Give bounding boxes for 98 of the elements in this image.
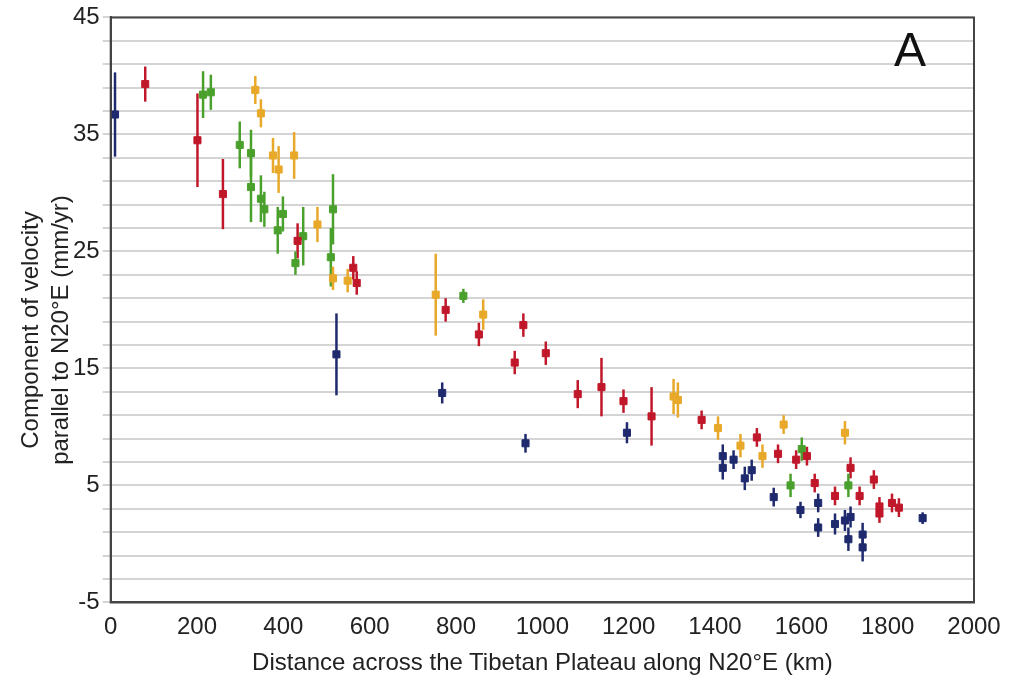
point: [830, 491, 840, 500]
point: [792, 455, 801, 464]
x-tick-label: 0: [104, 612, 118, 640]
point: [328, 274, 338, 283]
point: [256, 194, 265, 203]
point: [647, 412, 656, 421]
point: [673, 395, 682, 405]
point: [773, 449, 783, 458]
point: [291, 259, 300, 268]
point: [431, 290, 440, 299]
point: [218, 190, 227, 199]
point: [855, 491, 864, 500]
y-tick-label: 15: [72, 353, 100, 381]
point: [840, 428, 849, 437]
y-axis-title: Component of velocity parallel to N20°E (mm/yr): [15, 194, 74, 467]
x-tick-label: 2000: [947, 612, 1001, 640]
y-tick-label: -5: [78, 587, 100, 615]
point: [251, 85, 260, 94]
point: [869, 475, 878, 484]
point: [343, 276, 352, 285]
x-tick-label: 1200: [601, 612, 656, 640]
point: [814, 523, 823, 532]
x-tick-label: 1800: [860, 612, 915, 640]
point: [796, 505, 805, 515]
point: [619, 397, 628, 406]
point: [858, 543, 867, 552]
point: [718, 452, 727, 461]
point: [246, 149, 256, 158]
x-tick-label: 400: [263, 612, 304, 640]
point: [718, 463, 727, 472]
point: [474, 330, 483, 339]
point: [521, 439, 530, 448]
point: [894, 503, 903, 512]
y-tick-label: 5: [86, 470, 100, 498]
point: [875, 509, 884, 518]
x-axis-title: Distance across the Tibetan Plateau along N20°E (km): [252, 648, 833, 676]
point: [736, 441, 745, 450]
point: [814, 498, 823, 507]
x-tick-label: 1400: [688, 612, 742, 640]
point: [830, 519, 840, 529]
point: [844, 481, 853, 490]
point: [740, 474, 749, 483]
point: [797, 445, 806, 454]
point: [246, 183, 256, 192]
point: [193, 136, 202, 145]
point: [887, 498, 897, 507]
point: [752, 433, 761, 442]
y-tick-label: 25: [72, 236, 100, 264]
point: [349, 263, 358, 272]
point: [810, 479, 819, 488]
point: [273, 226, 282, 235]
annotation: A: [894, 22, 927, 78]
point: [326, 253, 335, 262]
point: [875, 502, 884, 511]
point: [235, 140, 244, 149]
point: [573, 390, 582, 399]
point: [729, 455, 738, 464]
point: [747, 466, 756, 475]
point: [438, 388, 447, 398]
point: [769, 493, 778, 502]
point: [786, 481, 795, 490]
point: [846, 463, 855, 472]
point: [313, 220, 322, 229]
point: [141, 80, 150, 89]
point: [332, 350, 341, 359]
point: [328, 205, 338, 214]
point: [597, 383, 606, 392]
point: [479, 310, 488, 319]
y-tick-label: 45: [72, 2, 100, 30]
point: [846, 512, 855, 522]
point: [293, 236, 302, 245]
point: [352, 278, 361, 288]
point: [844, 535, 853, 544]
point: [510, 358, 519, 367]
point: [274, 165, 283, 174]
point: [290, 151, 299, 160]
point: [268, 151, 278, 160]
point: [199, 90, 208, 99]
point: [697, 415, 706, 424]
x-tick-label: 600: [349, 612, 390, 640]
point: [278, 209, 287, 218]
x-tick-label: 1600: [774, 612, 829, 640]
x-tick-label: 800: [435, 612, 477, 640]
point: [802, 452, 811, 461]
point: [858, 530, 867, 539]
point: [758, 452, 767, 461]
point: [110, 110, 120, 119]
point: [256, 109, 265, 118]
y-tick-label: 35: [72, 119, 100, 147]
point: [714, 424, 723, 433]
x-tick-label: 1000: [515, 612, 570, 640]
point: [541, 349, 550, 358]
point: [519, 321, 528, 330]
point: [779, 420, 788, 429]
point: [206, 88, 215, 97]
point: [622, 428, 631, 437]
point: [441, 305, 450, 314]
x-tick-label: 200: [177, 612, 218, 640]
